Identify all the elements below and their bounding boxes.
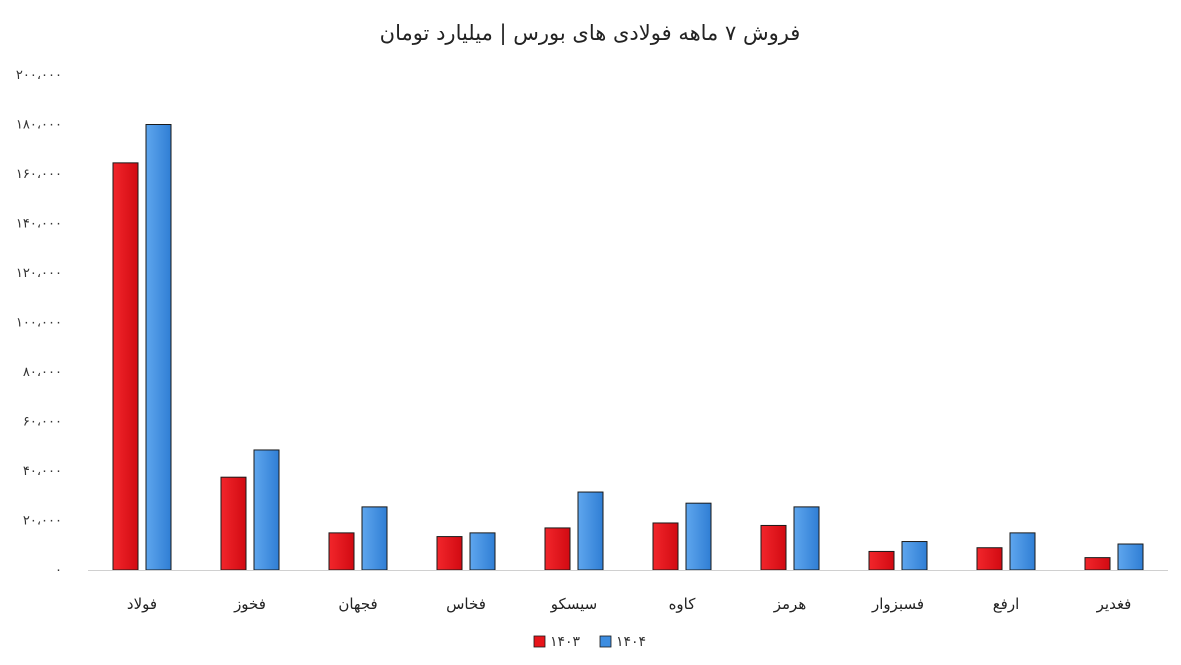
- y-axis: ۰ ۲۰،۰۰۰ ۴۰،۰۰۰ ۶۰،۰۰۰ ۸۰،۰۰۰ ۱۰۰،۰۰۰ ۱۲۰،۰۰۰ ۱…: [16, 68, 62, 578]
- bar-series-1: [112, 162, 139, 571]
- bar-series-2: [253, 449, 280, 571]
- bar-series-1: [328, 532, 355, 571]
- y-tick-label: ۱۰۰،۰۰۰: [16, 316, 62, 331]
- bar-series-1: [220, 476, 247, 571]
- y-tick-label: ۴۰،۰۰۰: [23, 464, 62, 479]
- bar-series-2: [577, 491, 604, 571]
- legend: ۱۴۰۳ ۱۴۰۴: [533, 634, 646, 650]
- bar-series-1: [976, 547, 1003, 571]
- bar-series-2: [1117, 543, 1144, 571]
- bar-series-1: [544, 527, 571, 571]
- bar-series-2: [1009, 532, 1036, 571]
- x-tick-label: فسبزوار: [871, 595, 924, 613]
- chart-title: فروش ۷ ماهه فولادی های بورس | میلیارد تو…: [380, 21, 801, 46]
- y-tick-label: ۱۶۰،۰۰۰: [16, 167, 62, 182]
- y-tick-label: ۱۴۰،۰۰۰: [16, 217, 62, 232]
- legend-label: ۱۴۰۳: [550, 634, 581, 650]
- x-tick-label: سیسکو: [550, 595, 598, 613]
- x-tick-label: فجهان: [338, 595, 377, 613]
- y-tick-label: ۱۸۰،۰۰۰: [16, 118, 62, 133]
- x-tick-label: فولاد: [127, 595, 157, 613]
- bar-series-1: [1084, 557, 1111, 571]
- x-axis: فولاد فخوز فجهان فخاس سیسکو کاوه هرمز فسبزوار ار…: [88, 570, 1168, 613]
- bar-series-2: [793, 506, 820, 571]
- bar-series-1: [868, 550, 895, 571]
- x-tick-label: فغدیر: [1096, 595, 1132, 613]
- bar-series-2: [901, 541, 928, 571]
- y-tick-label: ۲۰،۰۰۰: [23, 514, 62, 529]
- x-tick-label: فخاس: [446, 595, 486, 613]
- bar-series-1: [760, 524, 787, 571]
- y-tick-label: ۱۲۰،۰۰۰: [16, 266, 62, 281]
- y-tick-label: ۸۰،۰۰۰: [23, 365, 62, 380]
- y-tick-label: ۰: [55, 563, 62, 578]
- legend-label: ۱۴۰۴: [616, 634, 646, 650]
- x-tick-label: هرمز: [773, 595, 807, 613]
- bar-series-2: [361, 506, 388, 571]
- bar-series-1: [436, 536, 463, 571]
- bar-series-1: [652, 522, 679, 571]
- x-tick-label: فخوز: [233, 595, 266, 613]
- bars: [112, 124, 1144, 571]
- legend-swatch: [599, 635, 612, 648]
- bar-series-2: [685, 502, 712, 571]
- y-tick-label: ۶۰،۰۰۰: [23, 415, 62, 430]
- bar-series-2: [145, 124, 172, 571]
- x-tick-label: ارفع: [993, 595, 1020, 613]
- y-tick-label: ۲۰۰،۰۰۰: [16, 68, 62, 83]
- x-tick-label: کاوه: [669, 595, 697, 613]
- legend-swatch: [533, 635, 546, 648]
- bar-series-2: [469, 532, 496, 571]
